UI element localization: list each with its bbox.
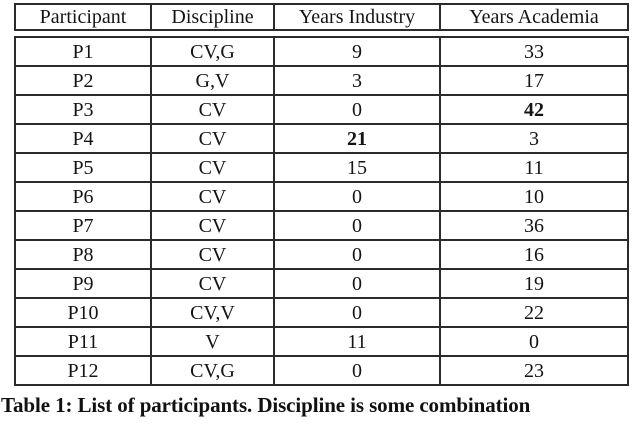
- table-row: P12 CV,G 0 23: [14, 355, 629, 386]
- cell-years-academia: 19: [439, 268, 629, 299]
- cell-years-industry: 21: [273, 123, 441, 154]
- column-header-years-industry: Years Industry: [273, 3, 441, 31]
- cell-discipline: CV,V: [150, 297, 275, 328]
- cell-years-industry: 0: [273, 94, 441, 125]
- cell-participant: P8: [14, 239, 152, 270]
- cell-years-industry: 3: [273, 65, 441, 96]
- cell-years-academia: 0: [439, 326, 629, 357]
- cell-discipline: CV,G: [150, 355, 275, 386]
- cell-years-academia: 33: [439, 36, 629, 67]
- participants-table-body: P1 CV,G 9 33 P2 G,V 3 17 P3 CV 0 42 P4 C…: [14, 36, 629, 386]
- cell-discipline: G,V: [150, 65, 275, 96]
- cell-participant: P9: [14, 268, 152, 299]
- cell-years-academia: 23: [439, 355, 629, 386]
- cell-years-industry: 0: [273, 239, 441, 270]
- cell-years-academia: 11: [439, 152, 629, 183]
- cell-years-academia: 16: [439, 239, 629, 270]
- cell-years-industry: 0: [273, 181, 441, 212]
- participants-table-header: Participant Discipline Years Industry Ye…: [14, 3, 629, 31]
- table-row: P8 CV 0 16: [14, 239, 629, 270]
- cell-participant: P6: [14, 181, 152, 212]
- table-row: P2 G,V 3 17: [14, 65, 629, 96]
- cell-participant: P10: [14, 297, 152, 328]
- cell-years-industry: 11: [273, 326, 441, 357]
- cell-participant: P4: [14, 123, 152, 154]
- cell-discipline: CV,G: [150, 36, 275, 67]
- cell-years-industry: 9: [273, 36, 441, 67]
- cell-participant: P3: [14, 94, 152, 125]
- cell-participant: P12: [14, 355, 152, 386]
- table-row: P1 CV,G 9 33: [14, 36, 629, 67]
- table-caption: Table 1: List of participants. Disciplin…: [1, 393, 531, 417]
- cell-discipline: V: [150, 326, 275, 357]
- cell-participant: P1: [14, 36, 152, 67]
- cell-years-industry: 0: [273, 210, 441, 241]
- cell-years-academia: 3: [439, 123, 629, 154]
- table-row: P5 CV 15 11: [14, 152, 629, 183]
- table-row: P9 CV 0 19: [14, 268, 629, 299]
- cell-years-industry: 15: [273, 152, 441, 183]
- cell-discipline: CV: [150, 239, 275, 270]
- cell-years-academia: 10: [439, 181, 629, 212]
- cell-years-industry: 0: [273, 297, 441, 328]
- cell-participant: P11: [14, 326, 152, 357]
- cell-years-academia: 36: [439, 210, 629, 241]
- column-header-discipline: Discipline: [150, 3, 275, 31]
- cell-discipline: CV: [150, 94, 275, 125]
- cell-participant: P5: [14, 152, 152, 183]
- table-row: P11 V 11 0: [14, 326, 629, 357]
- table-row: P4 CV 21 3: [14, 123, 629, 154]
- cell-years-academia: 17: [439, 65, 629, 96]
- cell-participant: P7: [14, 210, 152, 241]
- cell-discipline: CV: [150, 210, 275, 241]
- table-row: P6 CV 0 10: [14, 181, 629, 212]
- cell-years-industry: 0: [273, 268, 441, 299]
- cell-discipline: CV: [150, 268, 275, 299]
- cell-discipline: CV: [150, 152, 275, 183]
- header-row: Participant Discipline Years Industry Ye…: [14, 3, 629, 31]
- cell-discipline: CV: [150, 181, 275, 212]
- cell-years-academia: 42: [439, 94, 629, 125]
- column-header-participant: Participant: [14, 3, 152, 31]
- table-row: P3 CV 0 42: [14, 94, 629, 125]
- cell-years-academia: 22: [439, 297, 629, 328]
- column-header-years-academia: Years Academia: [439, 3, 629, 31]
- table-row: P10 CV,V 0 22: [14, 297, 629, 328]
- cell-years-industry: 0: [273, 355, 441, 386]
- participants-table: Participant Discipline Years Industry Ye…: [14, 3, 629, 386]
- cell-participant: P2: [14, 65, 152, 96]
- table-row: P7 CV 0 36: [14, 210, 629, 241]
- cell-discipline: CV: [150, 123, 275, 154]
